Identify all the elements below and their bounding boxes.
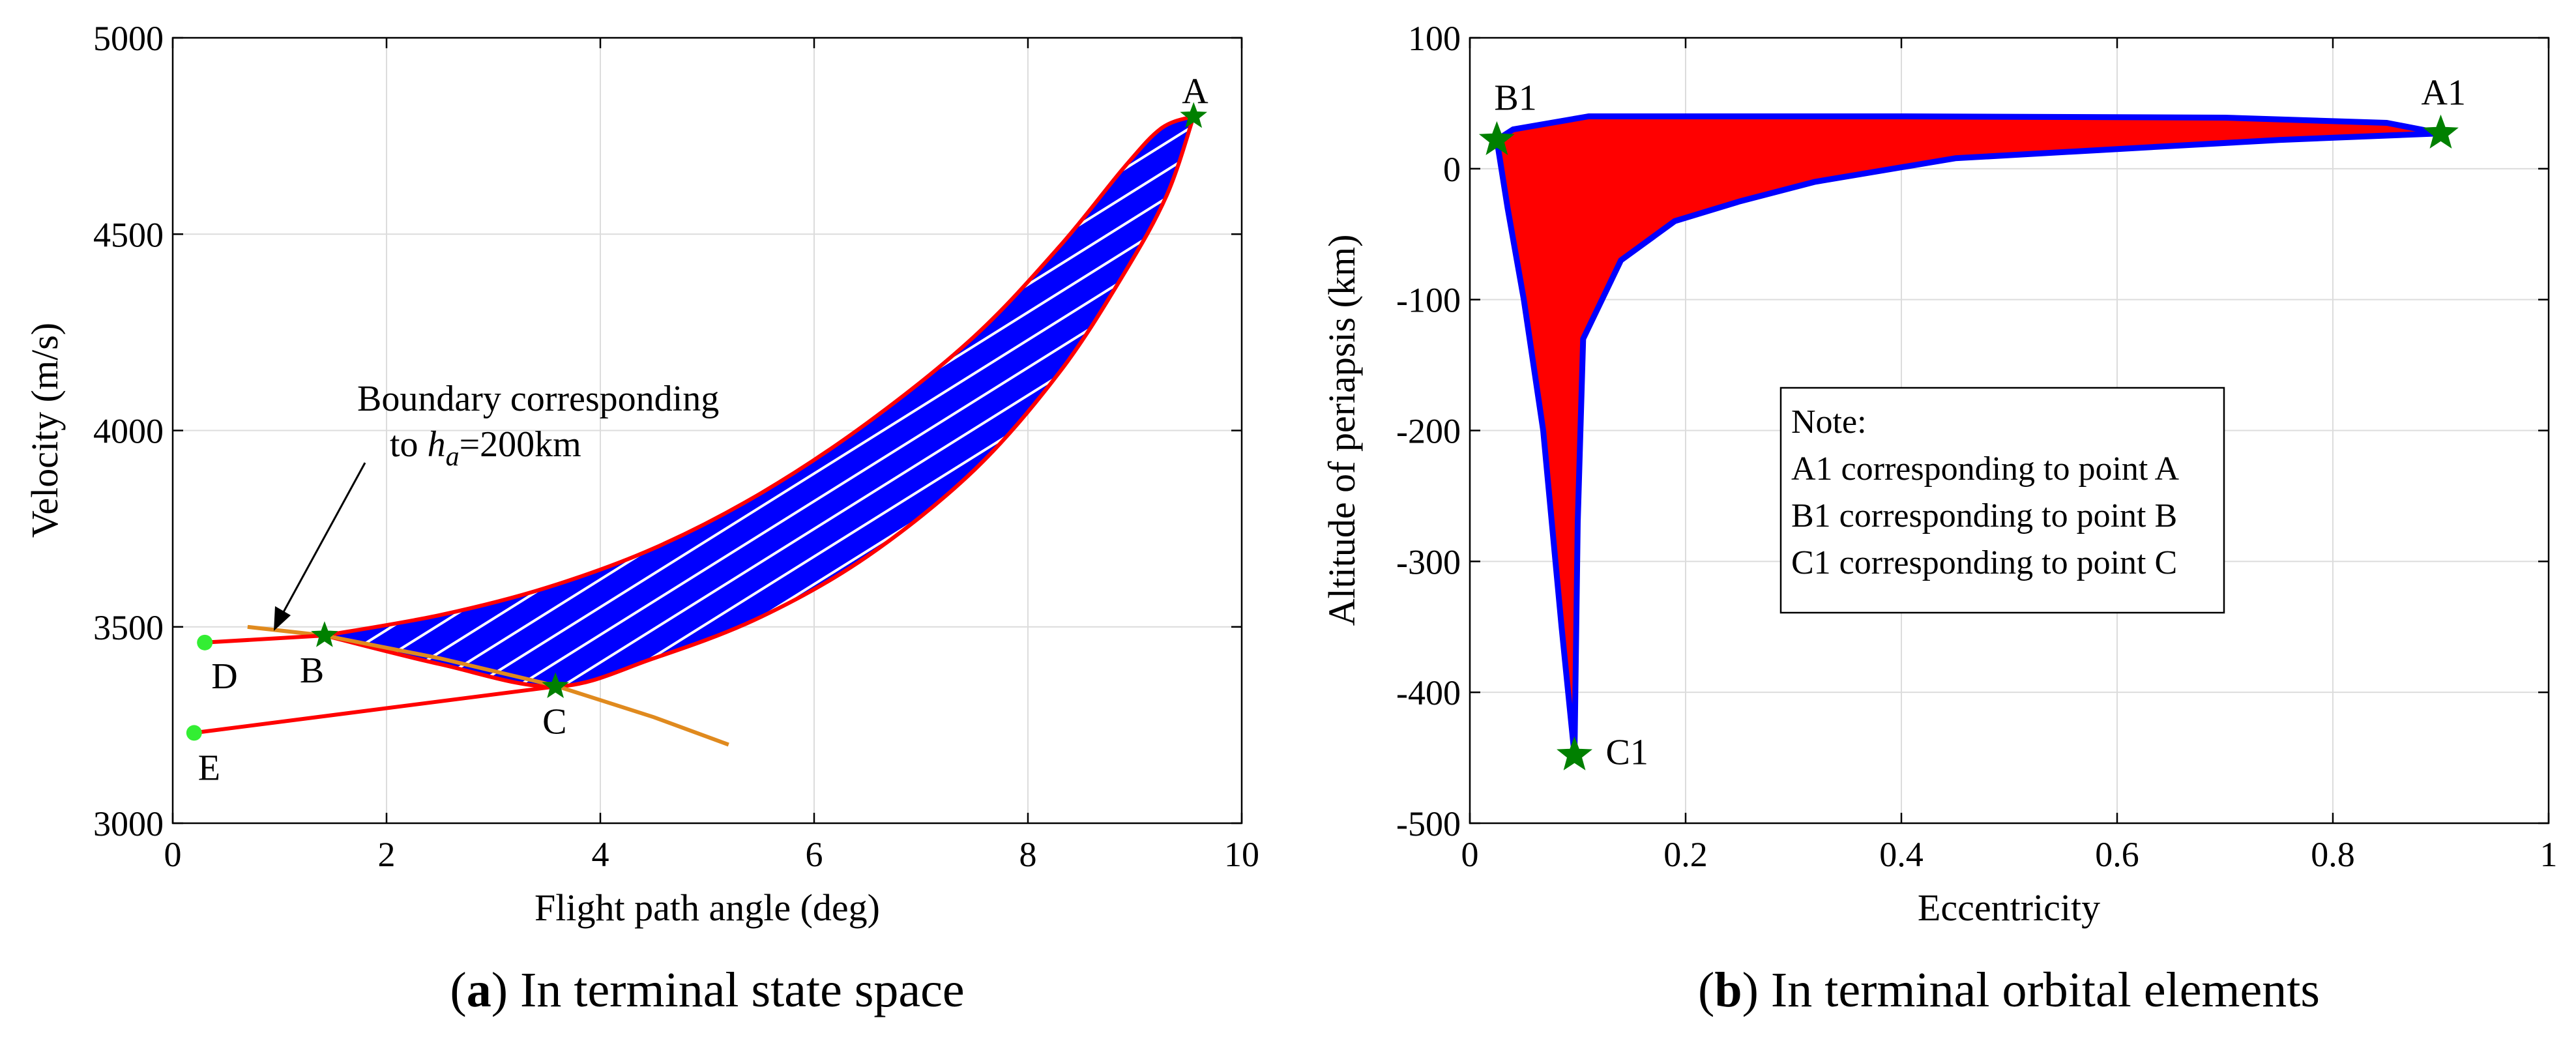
ha-boundary-line [247, 624, 729, 747]
legend-line-c1: C1 corresponding to point C [1791, 544, 2177, 581]
point-c1-marker [1557, 736, 1593, 770]
orbital-region [1493, 113, 2444, 759]
point-e-label: E [198, 748, 220, 788]
ticks-b: 0 0.2 0.4 0.6 0.8 1 -500 -400 -300 -200 -100 0 100 [1396, 19, 2557, 874]
x-tick-label-a-5: 10 [1224, 835, 1259, 874]
x-tick-label-b-1: 0.2 [1663, 835, 1708, 874]
point-a1-marker [2423, 114, 2459, 149]
point-c-label: C [542, 701, 566, 742]
y-tick-label-a-0: 3000 [93, 804, 164, 843]
y-tick-label-b-1: -400 [1396, 673, 1461, 712]
boundary-lower [324, 115, 1196, 689]
y-tick-label-a-4: 5000 [93, 19, 164, 58]
point-b-label: B [300, 650, 324, 691]
y-tick-label-b-2: -300 [1396, 542, 1461, 581]
x-tick-label-b-4: 0.8 [2311, 835, 2355, 874]
point-c-marker [542, 672, 569, 699]
annotation-line2: to ha=200km [390, 424, 581, 472]
annotation-subscript: a [446, 442, 460, 472]
y-axis-label-a: Velocity (m/s) [23, 323, 66, 538]
legend-line-a1: A1 corresponding to point A [1791, 450, 2180, 488]
series-a [194, 114, 1196, 747]
caption-b-open: ( [1698, 963, 1714, 1017]
legend-box: Note: A1 corresponding to point A B1 cor… [1779, 387, 2225, 614]
y-axis-label-b: Altitude of periapsis (km) [1321, 235, 1363, 626]
points-b: A1 B1 C1 [1478, 73, 2466, 773]
series-b [1493, 113, 2444, 759]
caption-b-close: ) [1742, 963, 1771, 1017]
boundary-upper [324, 114, 1195, 637]
y-tick-label-a-1: 3500 [93, 608, 164, 647]
caption-a-text: In terminal state space [520, 963, 965, 1017]
y-tick-label-b-4: -100 [1396, 281, 1461, 320]
x-tick-label-a-4: 8 [1019, 835, 1037, 874]
legend-title: Note: [1791, 403, 1867, 441]
y-tick-label-a-3: 4500 [93, 215, 164, 254]
chart-b: 0 0.2 0.4 0.6 0.8 1 -500 -400 -300 -200 -100 0 100 A… [1321, 19, 2558, 1017]
chart-a: 0 2 4 6 8 10 3000 3500 4000 4500 5000 A B C D E Flight… [23, 19, 1259, 1017]
caption-a-open: ( [450, 963, 466, 1017]
y-tick-label-a-2: 4000 [93, 412, 164, 451]
point-a-label: A [1182, 72, 1208, 112]
caption-a-label: a [467, 963, 491, 1017]
annotation-suffix: =200km [460, 424, 581, 465]
point-b-marker [311, 621, 338, 647]
caption-b-label: b [1714, 963, 1742, 1017]
point-d-label: D [211, 656, 237, 697]
y-tick-label-b-3: -200 [1396, 412, 1461, 451]
point-d-marker [197, 634, 213, 650]
x-tick-label-a-2: 4 [592, 835, 609, 874]
x-tick-label-a-3: 6 [806, 835, 823, 874]
x-tick-label-b-5: 1 [2540, 835, 2558, 874]
x-tick-label-b-3: 0.6 [2095, 835, 2139, 874]
x-tick-label-b-2: 0.4 [1879, 835, 1924, 874]
points-a: A B C D E [186, 72, 1208, 788]
annotation-prefix: to [390, 424, 428, 465]
caption-b: (b) In terminal orbital elements [1698, 963, 2320, 1017]
annotation-line1: Boundary corresponding [357, 379, 719, 419]
x-tick-label-a-0: 0 [164, 835, 182, 874]
y-tick-label-b-5: 0 [1443, 150, 1461, 189]
point-a-marker [1180, 102, 1208, 128]
y-tick-label-b-0: -500 [1396, 804, 1461, 843]
legend-line-b1: B1 corresponding to point B [1791, 497, 2177, 534]
x-tick-label-b-0: 0 [1461, 835, 1479, 874]
point-b1-marker [1478, 121, 1515, 156]
annotation-h: h [428, 424, 446, 465]
segment-d [205, 634, 325, 645]
ticks-a: 0 2 4 6 8 10 3000 3500 4000 4500 5000 [93, 19, 1259, 874]
point-c1-label: C1 [1606, 733, 1648, 773]
annotation-arrow [274, 462, 366, 631]
point-b1-label: B1 [1494, 78, 1536, 119]
caption-b-text: In terminal orbital elements [1771, 963, 2320, 1017]
segment-e [194, 684, 556, 735]
x-tick-label-a-1: 2 [378, 835, 396, 874]
y-tick-label-b-6: 100 [1408, 19, 1461, 58]
feasible-region [324, 116, 1194, 687]
point-a1-label: A1 [2422, 73, 2466, 113]
x-axis-label-a: Flight path angle (deg) [534, 886, 880, 929]
caption-a: (a) In terminal state space [450, 963, 964, 1017]
point-e-marker [186, 725, 202, 741]
caption-a-close: ) [491, 963, 520, 1017]
legend-frame [1779, 387, 2225, 614]
x-axis-label-b: Eccentricity [1918, 886, 2100, 929]
